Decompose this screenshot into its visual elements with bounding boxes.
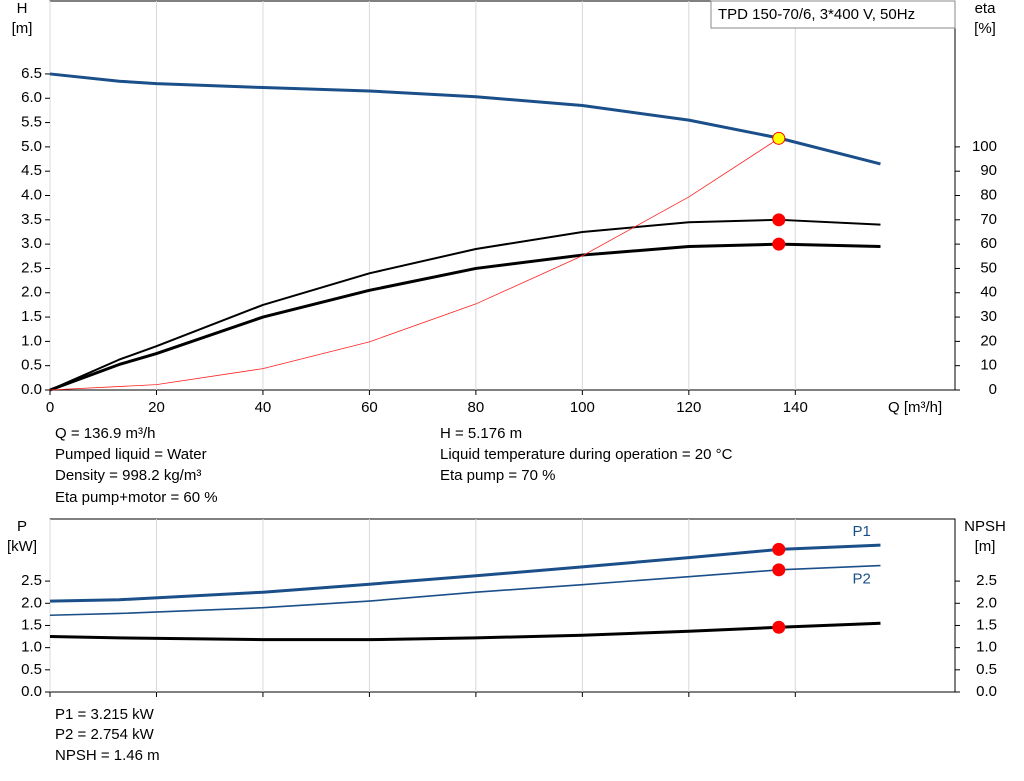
y-tick-label: 0.5 bbox=[21, 357, 42, 374]
y-tick-label: 2.0 bbox=[21, 284, 42, 301]
info-text: NPSH = 1.46 m bbox=[55, 747, 160, 764]
chart-title: TPD 150-70/6, 3*400 V, 50Hz bbox=[718, 6, 915, 23]
y-tick-label: 5.0 bbox=[21, 138, 42, 155]
y-tick-label: 2.5 bbox=[21, 572, 42, 589]
y2-tick-label: 30 bbox=[980, 308, 997, 325]
y-tick-label: 6.0 bbox=[21, 89, 42, 106]
y-tick-label: 3.5 bbox=[21, 211, 42, 228]
curve bbox=[49, 218, 881, 391]
x-tick-label: 140 bbox=[783, 399, 808, 416]
y2-axis-label: [m] bbox=[975, 538, 996, 555]
info-text: P1 = 3.215 kW bbox=[55, 706, 155, 723]
y2-tick-label: 50 bbox=[980, 259, 997, 276]
x-tick-label: 0 bbox=[46, 399, 54, 416]
info-text: Density = 998.2 kg/m³ bbox=[55, 467, 201, 484]
y2-tick-label: 10 bbox=[980, 357, 997, 374]
y-tick-label: 6.5 bbox=[21, 65, 42, 82]
series-label: P1 bbox=[852, 523, 870, 540]
y2-tick-label: 2.0 bbox=[976, 594, 997, 611]
info-text: P2 = 2.754 kW bbox=[55, 726, 155, 743]
y-tick-label: 3.0 bbox=[21, 235, 42, 252]
info-text: Eta pump = 70 % bbox=[440, 467, 556, 484]
operating-point bbox=[772, 213, 786, 227]
operating-point bbox=[772, 237, 786, 251]
y-tick-label: 0.5 bbox=[21, 661, 42, 678]
y2-axis-label: [%] bbox=[974, 20, 996, 37]
y-tick-label: 0.0 bbox=[21, 683, 42, 700]
info-text: Pumped liquid = Water bbox=[55, 446, 207, 463]
y-tick-label: 1.5 bbox=[21, 616, 42, 633]
y2-tick-label: 1.0 bbox=[976, 639, 997, 656]
y-tick-label: 1.0 bbox=[21, 639, 42, 656]
operating-point bbox=[772, 131, 786, 145]
series-label: P2 bbox=[852, 571, 870, 588]
curve bbox=[49, 564, 881, 617]
y2-tick-label: 0.5 bbox=[976, 661, 997, 678]
info-text: Liquid temperature during operation = 20… bbox=[440, 446, 733, 463]
y2-tick-label: 40 bbox=[980, 284, 997, 301]
title-box bbox=[710, 0, 956, 29]
y2-tick-label: 70 bbox=[980, 211, 997, 228]
x-tick-label: 100 bbox=[570, 399, 595, 416]
y2-tick-label: 60 bbox=[980, 235, 997, 252]
y-tick-label: 2.5 bbox=[21, 259, 42, 276]
plot-area bbox=[49, 518, 956, 693]
curve bbox=[49, 72, 881, 166]
x-tick-label: 60 bbox=[361, 399, 378, 416]
y2-tick-label: 90 bbox=[980, 162, 997, 179]
info-text: H = 5.176 m bbox=[440, 425, 522, 442]
x-axis-label: Q [m³/h] bbox=[888, 399, 942, 416]
y2-tick-label: 0.0 bbox=[976, 683, 997, 700]
curve bbox=[49, 137, 780, 391]
x-tick-label: 120 bbox=[676, 399, 701, 416]
operating-point bbox=[772, 542, 786, 556]
operating-point bbox=[772, 620, 786, 634]
x-tick-label: 40 bbox=[255, 399, 272, 416]
y-tick-label: 4.0 bbox=[21, 186, 42, 203]
y-tick-label: 0.0 bbox=[21, 381, 42, 398]
curve bbox=[49, 621, 881, 642]
y-axis-label: P bbox=[17, 518, 27, 535]
y2-tick-label: 20 bbox=[980, 332, 997, 349]
curve bbox=[49, 543, 881, 603]
y-tick-label: 4.5 bbox=[21, 162, 42, 179]
info-text: Q = 136.9 m³/h bbox=[55, 425, 155, 442]
curve bbox=[49, 242, 881, 392]
y2-tick-label: 100 bbox=[972, 138, 997, 155]
y2-tick-label: 2.5 bbox=[976, 572, 997, 589]
y-axis-label: [m] bbox=[12, 20, 33, 37]
y-tick-label: 2.0 bbox=[21, 594, 42, 611]
x-tick-label: 80 bbox=[468, 399, 485, 416]
y-tick-label: 1.5 bbox=[21, 308, 42, 325]
y2-tick-label: 1.5 bbox=[976, 616, 997, 633]
y-tick-label: 1.0 bbox=[21, 332, 42, 349]
y2-tick-label: 80 bbox=[980, 186, 997, 203]
info-text: Eta pump+motor = 60 % bbox=[55, 489, 218, 506]
y-axis-label: [kW] bbox=[7, 538, 37, 555]
operating-point bbox=[772, 563, 786, 577]
y2-axis-label: NPSH bbox=[964, 518, 1006, 535]
y-tick-label: 5.5 bbox=[21, 114, 42, 131]
y-axis-label: H bbox=[17, 0, 28, 17]
plot-area bbox=[49, 0, 956, 391]
x-tick-label: 20 bbox=[148, 399, 165, 416]
y2-tick-label: 0 bbox=[989, 381, 997, 398]
y2-axis-label: eta bbox=[975, 0, 997, 17]
